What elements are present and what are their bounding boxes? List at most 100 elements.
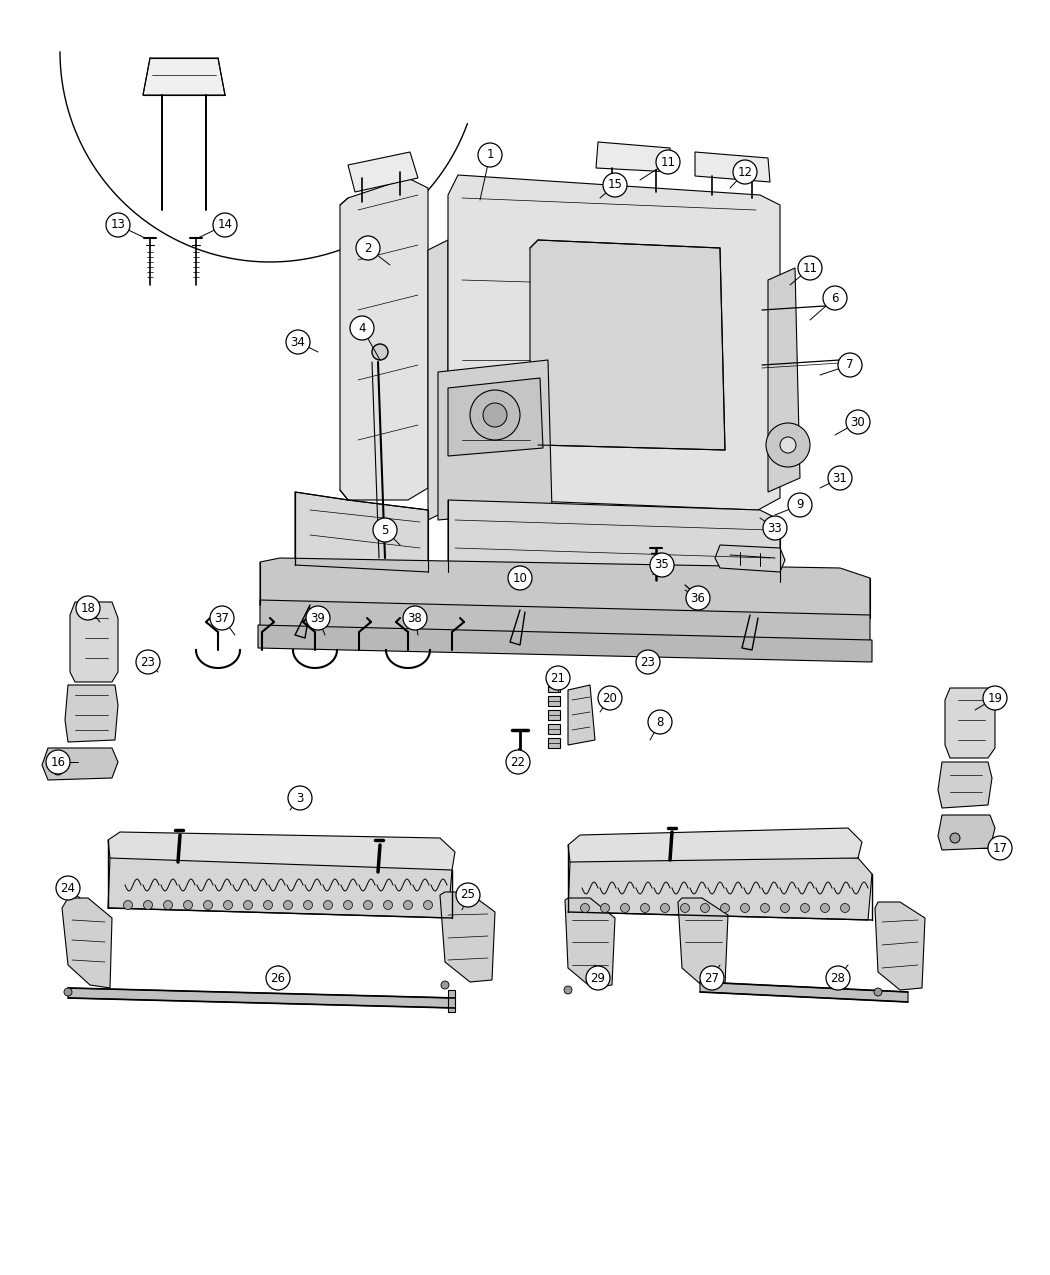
Circle shape [846, 411, 870, 434]
Circle shape [506, 750, 530, 774]
Circle shape [56, 876, 80, 900]
Circle shape [780, 437, 796, 453]
Text: 17: 17 [992, 842, 1008, 854]
Circle shape [164, 900, 172, 909]
Circle shape [874, 988, 882, 996]
Circle shape [686, 586, 710, 609]
Text: 11: 11 [802, 261, 818, 274]
Polygon shape [548, 682, 560, 692]
Polygon shape [548, 738, 560, 748]
Polygon shape [448, 500, 780, 581]
Circle shape [656, 150, 680, 173]
Text: 19: 19 [987, 691, 1003, 705]
Circle shape [76, 595, 100, 620]
Circle shape [306, 606, 330, 630]
Circle shape [800, 904, 810, 913]
Text: 30: 30 [850, 416, 865, 428]
Circle shape [760, 904, 770, 913]
Circle shape [373, 518, 397, 542]
Polygon shape [568, 685, 595, 745]
Circle shape [581, 904, 589, 913]
Circle shape [323, 900, 333, 909]
Circle shape [648, 710, 672, 734]
Text: 16: 16 [50, 756, 65, 769]
Text: 23: 23 [640, 655, 655, 668]
Text: 35: 35 [654, 558, 670, 571]
Polygon shape [548, 710, 560, 720]
Polygon shape [258, 625, 872, 662]
Circle shape [603, 173, 627, 198]
Polygon shape [438, 360, 552, 520]
Circle shape [823, 286, 847, 310]
Polygon shape [530, 240, 724, 450]
Circle shape [264, 900, 273, 909]
Circle shape [213, 213, 237, 237]
Circle shape [136, 650, 160, 674]
Circle shape [478, 143, 502, 167]
Circle shape [826, 966, 850, 989]
Circle shape [636, 650, 660, 674]
Circle shape [840, 904, 849, 913]
Circle shape [184, 900, 192, 909]
Polygon shape [938, 762, 992, 808]
Polygon shape [695, 152, 770, 182]
Text: 38: 38 [407, 612, 422, 625]
Polygon shape [108, 833, 455, 870]
Circle shape [403, 900, 413, 909]
Circle shape [288, 785, 312, 810]
Circle shape [423, 900, 433, 909]
Text: 39: 39 [311, 612, 326, 625]
Text: 33: 33 [768, 521, 782, 534]
Circle shape [356, 236, 380, 260]
Circle shape [601, 904, 609, 913]
Circle shape [564, 986, 572, 994]
Circle shape [144, 900, 152, 909]
Circle shape [363, 900, 373, 909]
Text: 5: 5 [381, 524, 388, 537]
Polygon shape [548, 696, 560, 706]
Polygon shape [108, 848, 452, 918]
Polygon shape [348, 152, 418, 193]
Text: 25: 25 [461, 889, 476, 901]
Circle shape [403, 606, 427, 630]
Text: 22: 22 [510, 756, 525, 769]
Polygon shape [596, 142, 672, 172]
Text: 23: 23 [141, 655, 155, 668]
Polygon shape [700, 982, 908, 1002]
Text: 14: 14 [217, 218, 232, 232]
Circle shape [343, 900, 353, 909]
Circle shape [266, 966, 290, 989]
Text: 6: 6 [832, 292, 839, 305]
Text: 13: 13 [110, 218, 125, 232]
Text: 2: 2 [364, 241, 372, 255]
Text: 37: 37 [214, 612, 230, 625]
Circle shape [621, 904, 630, 913]
Polygon shape [568, 827, 862, 862]
Circle shape [788, 493, 812, 516]
Text: 27: 27 [705, 972, 719, 984]
Polygon shape [678, 898, 728, 988]
Text: 34: 34 [291, 335, 306, 348]
Circle shape [650, 553, 674, 578]
Text: 26: 26 [271, 972, 286, 984]
Circle shape [286, 330, 310, 354]
Circle shape [52, 765, 63, 775]
Text: 12: 12 [737, 166, 753, 178]
Circle shape [700, 904, 710, 913]
Polygon shape [440, 892, 495, 982]
Text: 7: 7 [846, 358, 854, 371]
Circle shape [798, 256, 822, 280]
Circle shape [350, 316, 374, 340]
Circle shape [660, 904, 670, 913]
Circle shape [720, 904, 730, 913]
Text: 4: 4 [358, 321, 365, 334]
Polygon shape [768, 268, 800, 492]
Circle shape [204, 900, 212, 909]
Circle shape [828, 465, 852, 490]
Circle shape [124, 900, 132, 909]
Circle shape [740, 904, 750, 913]
Polygon shape [260, 558, 870, 618]
Circle shape [456, 884, 480, 907]
Circle shape [780, 904, 790, 913]
Text: 31: 31 [833, 472, 847, 484]
